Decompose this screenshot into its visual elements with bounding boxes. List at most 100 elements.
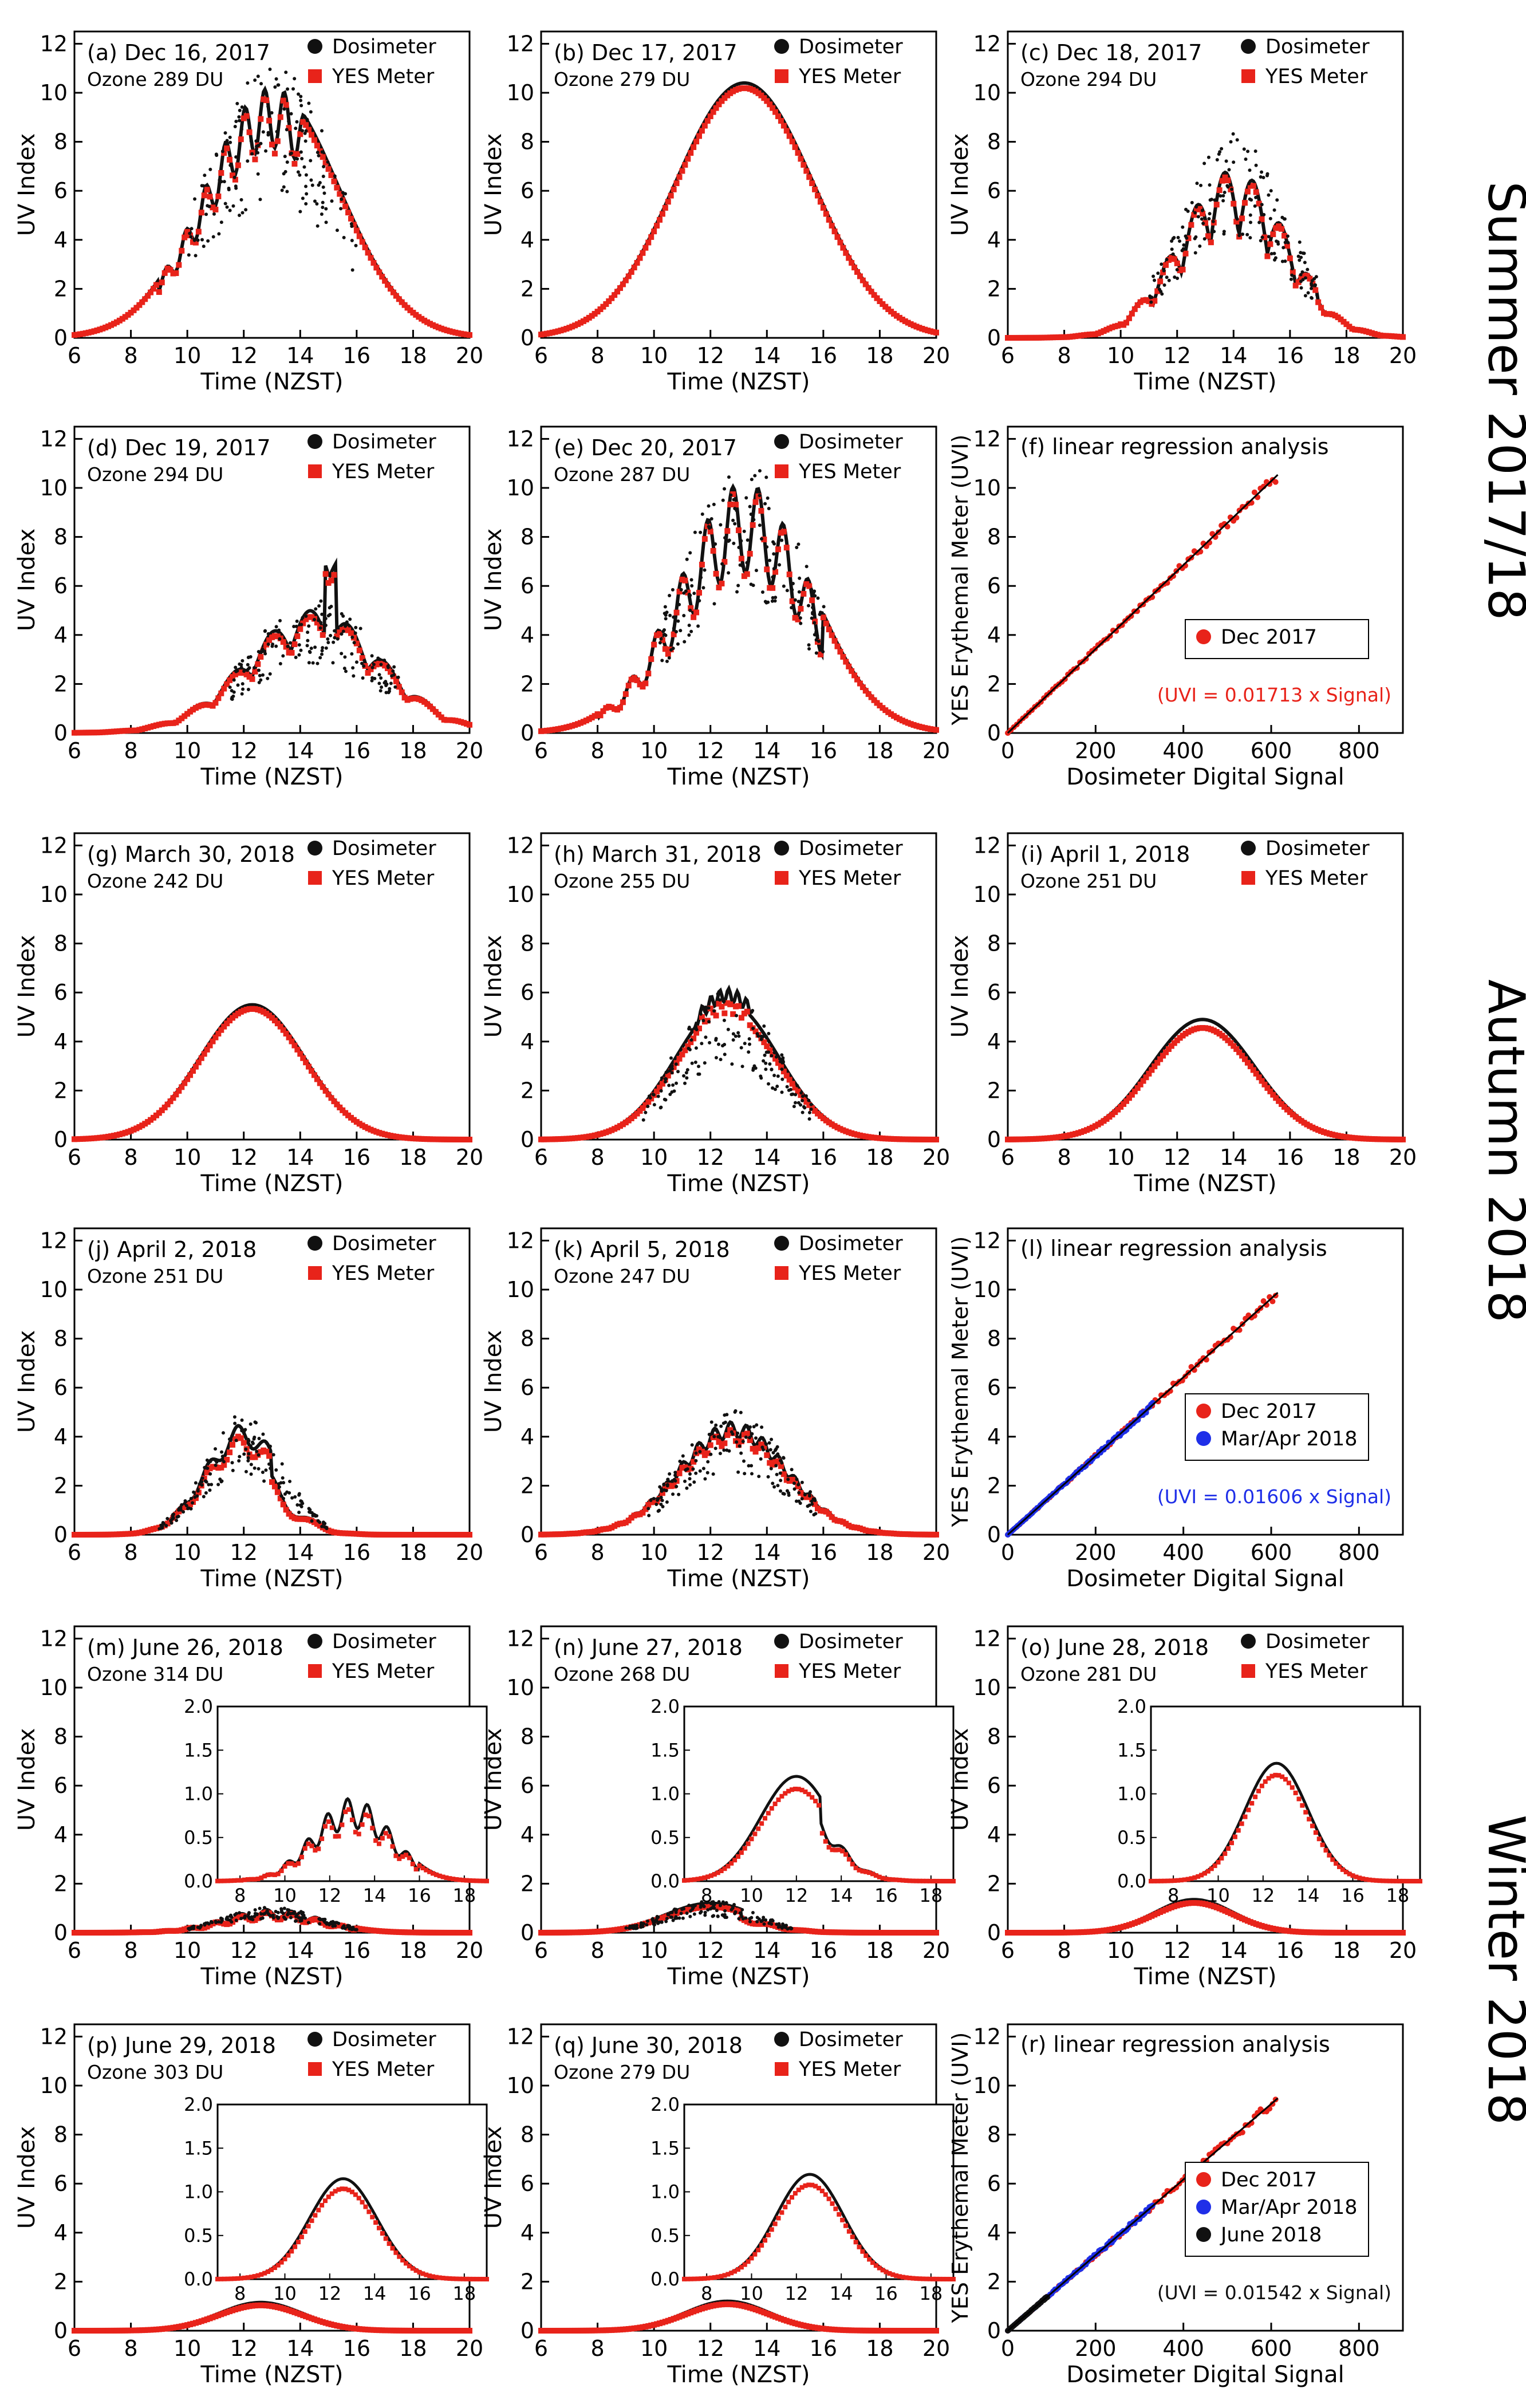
dosimeter-scatter-point [391, 669, 395, 673]
yes-meter-point [820, 204, 826, 211]
inset-yes-point [1216, 1859, 1221, 1865]
dosimeter-scatter-point [310, 183, 314, 187]
dosimeter-scatter-point [700, 1900, 704, 1904]
yes-meter-point [1137, 1081, 1143, 1087]
yes-meter-point [668, 192, 674, 199]
yes-meter-point [719, 98, 725, 104]
dosimeter-scatter-point [287, 1908, 291, 1912]
x-tick-label: 14 [753, 1938, 780, 1963]
dosimeter-scatter-point [677, 1916, 681, 1920]
dosimeter-scatter-point [238, 1911, 242, 1915]
yes-meter-point [801, 590, 807, 597]
dosimeter-scatter-point [1269, 251, 1273, 255]
yes-meter-point [685, 156, 691, 162]
dosimeter-scatter-point [739, 1451, 743, 1455]
inset-p: 8 10 12 14 16 180.00.51.01.52.0 [184, 2094, 489, 2304]
dosimeter-scatter-point [818, 612, 822, 616]
dosimeter-scatter-point [289, 112, 293, 116]
inset-yes-point [1236, 1828, 1241, 1833]
yes-meter-point [1247, 1063, 1253, 1070]
dosimeter-scatter-point [261, 673, 265, 677]
dosimeter-scatter-point [335, 228, 339, 232]
x-axis-label: Time (NZST) [667, 1566, 810, 1592]
dosimeter-scatter-point [228, 685, 232, 689]
dosimeter-scatter-point [683, 1479, 687, 1483]
inset-frame [1150, 1705, 1421, 1882]
inset-yes-point [252, 2274, 257, 2279]
dosimeter-scatter-point [807, 1494, 811, 1498]
yes-meter-point [933, 329, 939, 336]
y-axis-label: UV Index [947, 133, 973, 236]
dosimeter-scatter-point [764, 1050, 768, 1054]
inset-yes-point [366, 1814, 372, 1819]
dosimeter-scatter-point [208, 167, 212, 171]
inset-yes-point [779, 2210, 784, 2215]
dosimeter-scatter-point [813, 1499, 817, 1503]
dosimeter-scatter-point [681, 1916, 685, 1920]
inset-yes-point [1334, 1861, 1339, 1866]
dosimeter-scatter-point [348, 1927, 352, 1931]
dosimeter-scatter-point [652, 1920, 656, 1924]
dosimeter-scatter-point [247, 1911, 251, 1915]
yes-meter-point [657, 216, 663, 223]
dosimeter-scatter-point [285, 128, 289, 132]
inset-yes-point [225, 1878, 230, 1883]
dosimeter-scatter-point [1260, 203, 1264, 207]
dosimeter-scatter-point [266, 131, 270, 135]
y-tick-label: 12 [507, 1228, 534, 1253]
yes-meter-point [806, 174, 813, 180]
inset-yes-point [823, 1839, 828, 1844]
yes-meter-point [255, 661, 261, 667]
inset-yes-point [299, 1854, 304, 1859]
inset-yes-point [269, 2267, 274, 2272]
dosimeter-scatter-point [1286, 241, 1290, 245]
plot-frame [73, 1227, 471, 1536]
dosimeter-scatter-point [758, 523, 762, 527]
legend-dosimeter-marker [774, 434, 789, 449]
dosimeter-scatter-point [733, 1410, 737, 1414]
y-tick-label: 6 [54, 1773, 68, 1798]
yes-meter-point [263, 97, 270, 104]
yes-meter-point [671, 1064, 677, 1070]
yes-meter-point [685, 589, 691, 596]
inset-yes-point [1276, 1773, 1281, 1778]
x-tick-label: 18 [399, 738, 427, 763]
dosimeter-scatter-point [679, 629, 683, 633]
inset-x-tick-label: 8 [701, 2283, 712, 2304]
x-tick-label: 10 [1107, 1938, 1134, 1963]
yes-meter-point [868, 694, 874, 700]
dosimeter-scatter-point [720, 1913, 724, 1917]
dosimeter-scatter-point [192, 1926, 196, 1930]
y-tick-label: 2 [521, 2269, 534, 2294]
inset-n: 8 10 12 14 16 180.00.51.01.52.0 [650, 1696, 956, 1906]
yes-meter-point [640, 1510, 646, 1516]
dosimeter-scatter-point [315, 202, 319, 206]
dosimeter-scatter-point [780, 1067, 784, 1071]
y-tick-label: 6 [521, 178, 534, 203]
inset-yes-point [360, 2200, 365, 2205]
legend-dosimeter-marker [307, 434, 322, 449]
yes-meter-point [1307, 275, 1313, 282]
inset-yes-point [779, 1794, 784, 1799]
yes-meter-point [699, 128, 705, 134]
yes-meter-point [467, 1532, 472, 1538]
dosimeter-scatter-point [740, 564, 744, 568]
inset-yes-point [484, 2276, 489, 2281]
yes-meter-point [795, 1483, 801, 1489]
panel-title: (k) April 5, 2018 [554, 1237, 730, 1262]
y-tick-label: 8 [521, 129, 534, 155]
dosimeter-scatter-point [1219, 194, 1223, 198]
dosimeter-scatter-point [700, 1444, 704, 1448]
inset-yes-point [282, 2256, 287, 2261]
yes-meter-point [1171, 256, 1177, 262]
dosimeter-scatter-point [810, 1502, 814, 1506]
dosimeter-scatter-point [239, 663, 243, 667]
dosimeter-scatter-point [1160, 262, 1164, 266]
yes-meter-point [679, 168, 685, 174]
y-tick-label: 8 [54, 2122, 68, 2147]
dosimeter-scatter-point [286, 87, 290, 91]
inset-yes-point [695, 1877, 700, 1882]
dosimeter-scatter-point [764, 1067, 768, 1071]
x-tick-label: 8 [124, 2336, 137, 2361]
dosimeter-scatter-point [688, 1048, 692, 1052]
